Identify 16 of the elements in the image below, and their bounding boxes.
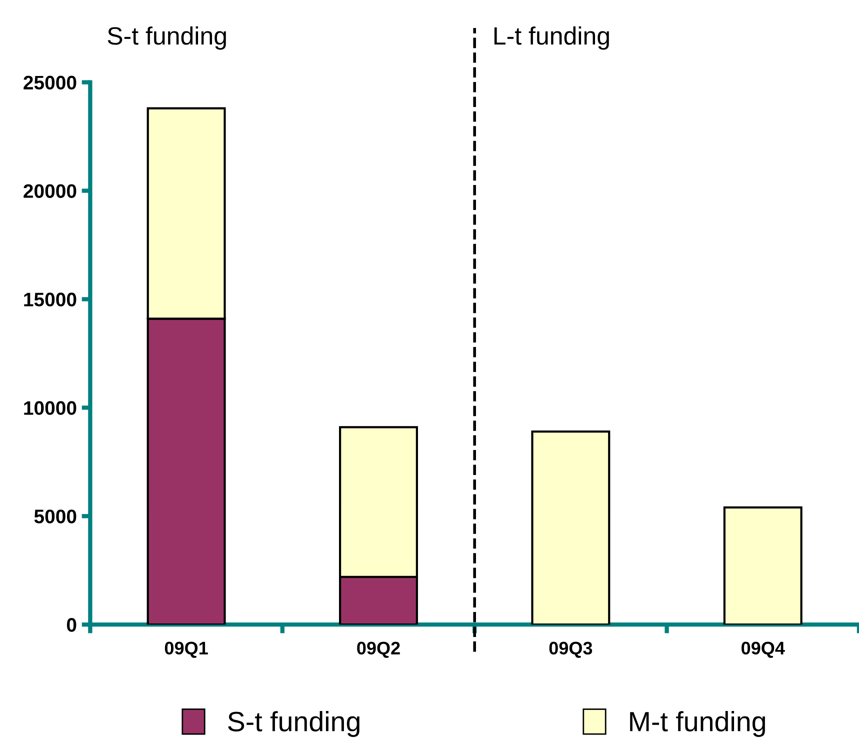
y-tick-label: 25000 — [24, 76, 76, 90]
x-tick-label: 09Q4 — [742, 642, 785, 658]
y-tick-label: 20000 — [24, 184, 76, 198]
y-tick-label: 15000 — [24, 292, 76, 306]
y-tick-label: 5000 — [34, 510, 76, 524]
y-tick-label: 10000 — [24, 401, 76, 415]
text: S-t funding — [108, 26, 226, 50]
y-tick-label: 0 — [66, 618, 76, 632]
legend-label: S-t funding — [228, 711, 360, 737]
x-tick-label: 09Q1 — [164, 642, 208, 658]
x-tick-label: 09Q3 — [549, 642, 592, 658]
legend-label: M-t funding — [630, 711, 766, 737]
bar — [531, 430, 610, 625]
x-tick-label: 09Q2 — [357, 642, 400, 658]
text: L-t funding — [494, 26, 609, 50]
bar — [723, 506, 802, 625]
